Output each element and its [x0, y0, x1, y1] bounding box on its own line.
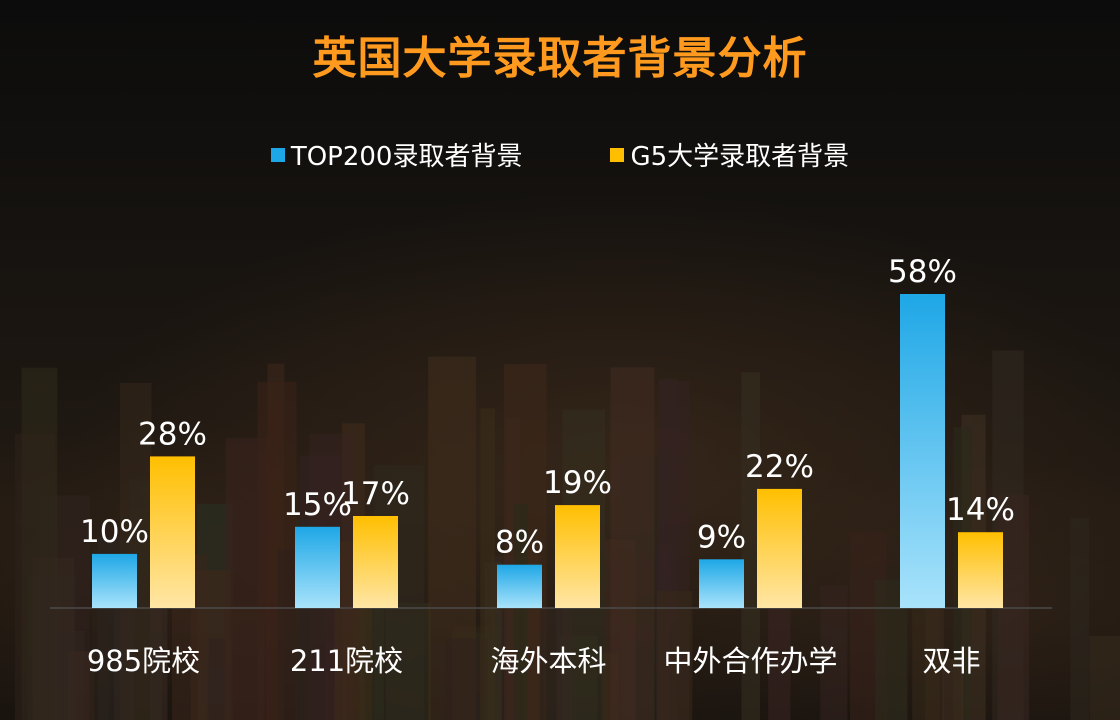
legend-label-top200: TOP200录取者背景 [290, 142, 523, 172]
category-label-985: 985院校 [87, 644, 200, 678]
chart-title: 英国大学录取者背景分析 [312, 33, 808, 84]
bar-overseas-top200 [497, 564, 542, 608]
category-label-non-key: 双非 [922, 644, 980, 678]
data-label-sino-foreign-g5: 22% [745, 449, 814, 485]
bar-985-g5 [150, 456, 195, 608]
legend-swatch-g5 [610, 147, 625, 162]
chart-legend: TOP200录取者背景 G5大学录取者背景 [0, 136, 1120, 173]
bar-overseas-g5 [555, 505, 600, 608]
bar-211-top200 [295, 526, 340, 608]
data-label-211-g5: 17% [341, 476, 410, 512]
bar-211-g5 [353, 516, 398, 608]
bar-non-key-g5 [958, 532, 1003, 608]
data-label-overseas-top200: 8% [495, 525, 544, 561]
legend-label-g5: G5大学录取者背景 [630, 142, 850, 172]
bar-sino-foreign-top200 [699, 559, 744, 608]
category-label-sino-foreign: 中外合作办学 [663, 644, 837, 678]
legend-item-g5: G5大学录取者背景 [610, 136, 849, 173]
legend-swatch-top200 [270, 147, 285, 162]
data-label-sino-foreign-top200: 9% [697, 519, 746, 555]
category-label-211: 211院校 [290, 644, 403, 678]
data-label-non-key-top200: 58% [888, 254, 957, 290]
data-label-211-top200: 15% [283, 487, 352, 523]
data-label-non-key-g5: 14% [946, 492, 1015, 528]
bar-985-top200 [92, 553, 137, 608]
data-label-985-g5: 28% [138, 416, 207, 452]
bar-non-key-top200 [900, 294, 945, 608]
category-label-overseas: 海外本科 [490, 644, 606, 678]
data-label-overseas-g5: 19% [543, 465, 612, 501]
legend-item-top200: TOP200录取者背景 [270, 136, 523, 173]
bar-sino-foreign-g5 [757, 488, 802, 608]
data-label-985-top200: 10% [80, 514, 149, 550]
